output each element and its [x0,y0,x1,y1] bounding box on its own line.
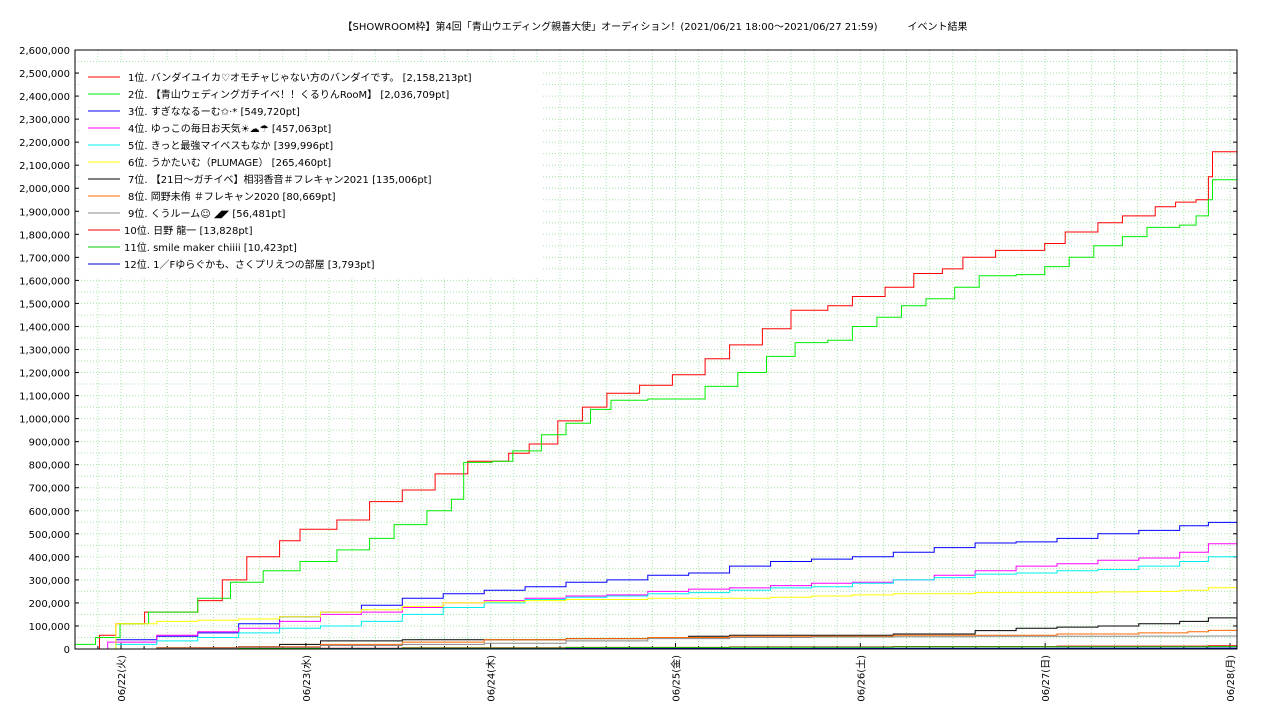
y-tick-label: 1,400,000 [19,322,70,333]
plot-frame [74,49,1238,650]
x-tick-label: 06/25(金) [670,655,683,702]
series-line-4 [75,543,1237,650]
legend-entry: 2位. 【青山ウェディングガチイベ！！くるりんRooM】 [2,036,709p… [128,88,449,101]
series-line-1 [75,151,1237,650]
y-tick-label: 500,000 [29,530,70,541]
series-line-3 [75,521,1237,650]
y-tick-label: 2,100,000 [19,161,70,172]
x-tick-label: 06/22(火) [116,655,128,702]
legend-entry: 8位. 岡野未侑 ＃フレキャン2020 [80,669pt] [128,190,336,203]
y-tick-label: 0 [64,645,70,656]
series-line-7 [75,617,1237,650]
y-tick-label: 2,200,000 [19,138,70,149]
y-tick-label: 1,800,000 [19,230,70,241]
y-tick-label: 200,000 [29,599,70,610]
y-tick-label: 2,400,000 [19,92,70,103]
series-line-5 [75,556,1237,650]
y-tick-label: 1,200,000 [19,369,70,380]
y-tick-label: 1,300,000 [19,346,70,357]
y-tick-label: 1,500,000 [19,299,70,310]
y-tick-label: 1,700,000 [19,253,70,264]
y-tick-label: 700,000 [29,484,70,495]
y-tick-label: 600,000 [29,507,70,518]
legend: 1位. バンダイユイカ♡オモチャじゃない方のバンダイです。 [2,158,213… [80,62,542,276]
y-tick-label: 2,000,000 [19,184,70,195]
y-tick-label: 2,600,000 [19,46,70,57]
y-tick-label: 2,300,000 [19,115,70,126]
legend-entry: 5位. きっと最強マイベスもなか [399,996pt] [128,139,333,152]
y-tick-label: 2,500,000 [19,69,70,80]
y-tick-label: 1,900,000 [19,207,70,218]
series-line-9 [75,635,1237,650]
series-line-2 [75,179,1237,645]
legend-entry: 7位. 【21日〜ガチイベ】相羽香音＃フレキャン2021 [135,006pt] [128,173,432,186]
legend-entry: 10位. 日野 龍一 [13,828pt] [124,224,253,237]
legend-entry: 9位. くうルーム☺︎ ◢◤ [56,481pt] [128,207,286,220]
legend-entry: 12位. 1／Fゆらぐかも、さくプリえつの部屋 [3,793pt] [124,258,375,271]
x-tick-label: 06/23(水) [301,655,313,702]
chart-title: 【SHOWROOM枠】第4回「青山ウエディング親善大使」オーディション！(202… [343,20,968,33]
x-tick-label: 06/27(日) [1041,655,1052,702]
y-tick-label: 300,000 [29,576,70,587]
y-tick-label: 100,000 [29,622,70,633]
legend-entry: 11位. smile maker chiiii [10,423pt] [124,241,297,254]
legend-entry: 3位. すぎななるーむ✩‧* [549,720pt] [128,105,300,118]
y-tick-label: 1,100,000 [19,392,70,403]
y-tick-label: 1,000,000 [19,415,70,426]
legend-entry: 1位. バンダイユイカ♡オモチャじゃない方のバンダイです。 [2,158,213… [128,71,472,84]
y-tick-label: 800,000 [29,461,70,472]
x-tick-label: 06/26(土) [854,655,867,702]
y-tick-label: 900,000 [29,438,70,449]
legend-entry: 4位. ゆっこの毎日お天気☀︎☁︎☂︎ [457,063pt] [128,122,331,135]
x-tick-label: 06/24(木) [486,655,498,702]
legend-box [80,62,542,276]
y-tick-label: 400,000 [29,553,70,564]
y-tick-label: 1,600,000 [19,276,70,287]
x-axis: 06/22(火) 06/23(水) 06/24(木) 06/25(金) 06/26(土)… [97,643,1237,702]
x-tick-label: 06/28(月) [1225,655,1237,702]
y-axis: 0 100,000 200,000 300,000 400,000 500,000 600,… [19,46,1237,656]
legend-entry: 6位. うかたいむ（PLUMAGE） [265,460pt] [128,156,331,169]
series-line-6 [75,587,1237,650]
